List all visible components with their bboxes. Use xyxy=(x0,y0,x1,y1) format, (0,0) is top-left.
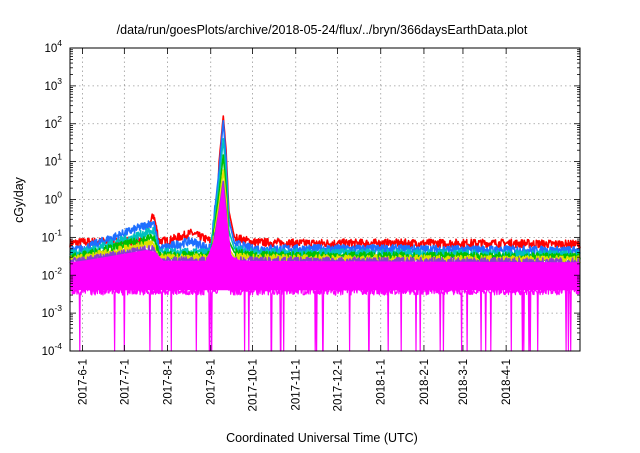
x-tick-label: 2017-6-1 xyxy=(78,359,90,405)
x-tick-label: 2017-7-1 xyxy=(119,359,131,405)
y-tick-base: 10 xyxy=(44,43,57,55)
y-tick-base: 10 xyxy=(44,81,57,93)
x-tick-label: 2018-3-1 xyxy=(458,359,470,405)
y-tick-exponent: 4 xyxy=(57,38,62,48)
series-layer xyxy=(69,115,581,352)
y-tick-label: 102 xyxy=(44,114,62,131)
y-tick-label: 10-1 xyxy=(42,227,63,244)
x-tick-label: 2017-8-1 xyxy=(163,359,175,405)
y-tick-label: 103 xyxy=(44,76,62,93)
y-axis-label: cGy/day xyxy=(12,176,26,223)
y-tick-label: 10-3 xyxy=(42,303,63,320)
x-axis-label: Coordinated Universal Time (UTC) xyxy=(226,431,418,445)
y-tick-base: 10 xyxy=(42,232,55,244)
y-tick-label: 104 xyxy=(44,38,62,55)
y-tick-base: 10 xyxy=(44,119,57,131)
x-tick-label: 2018-2-1 xyxy=(419,359,431,405)
y-tick-exponent: -2 xyxy=(54,265,62,275)
x-tick-label: 2017-12-1 xyxy=(333,359,345,411)
y-tick-base: 10 xyxy=(42,308,55,320)
series-line xyxy=(69,218,581,352)
y-tick-label: 101 xyxy=(44,152,62,169)
series-line xyxy=(69,180,581,268)
x-tick-label: 2017-11-1 xyxy=(291,359,303,411)
series-band xyxy=(70,183,580,291)
plot-frame xyxy=(69,47,581,352)
y-tick-exponent: -1 xyxy=(54,227,62,237)
y-tick-exponent: -3 xyxy=(54,303,62,313)
y-tick-base: 10 xyxy=(42,270,55,282)
y-tick-label: 10-4 xyxy=(42,341,63,358)
y-tick-exponent: 2 xyxy=(57,114,62,124)
chart-title: /data/run/goesPlots/archive/2018-05-24/f… xyxy=(117,23,528,37)
y-tick-base: 10 xyxy=(42,346,55,358)
x-tick-label: 2018-4-1 xyxy=(501,359,513,405)
y-tick-exponent: 3 xyxy=(57,76,62,86)
y-tick-label: 10-2 xyxy=(42,265,63,282)
grid-layer xyxy=(70,48,580,351)
series-line xyxy=(69,115,581,250)
y-tick-base: 10 xyxy=(44,157,57,169)
y-tick-exponent: 0 xyxy=(57,190,62,200)
y-tick-label: 100 xyxy=(44,190,62,207)
x-tick-label: 2018-1-1 xyxy=(376,359,388,405)
y-tick-base: 10 xyxy=(44,195,57,207)
series-line xyxy=(69,120,581,256)
x-tick-label: 2017-10-1 xyxy=(248,359,260,411)
y-tick-exponent: -4 xyxy=(54,341,62,351)
y-tick-exponent: 1 xyxy=(57,152,62,162)
x-tick-label: 2017-9-1 xyxy=(206,359,218,405)
